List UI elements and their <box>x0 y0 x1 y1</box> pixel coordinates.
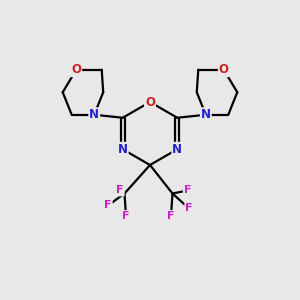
Text: N: N <box>118 143 128 156</box>
Text: O: O <box>219 63 229 76</box>
Text: O: O <box>71 63 81 76</box>
Text: F: F <box>104 200 112 211</box>
Text: N: N <box>172 143 182 156</box>
Text: N: N <box>201 108 211 121</box>
Text: O: O <box>145 95 155 109</box>
Text: N: N <box>89 108 99 121</box>
Text: F: F <box>185 203 193 214</box>
Text: F: F <box>184 185 191 196</box>
Text: F: F <box>122 211 130 221</box>
Text: F: F <box>167 211 175 221</box>
Text: F: F <box>116 185 124 196</box>
